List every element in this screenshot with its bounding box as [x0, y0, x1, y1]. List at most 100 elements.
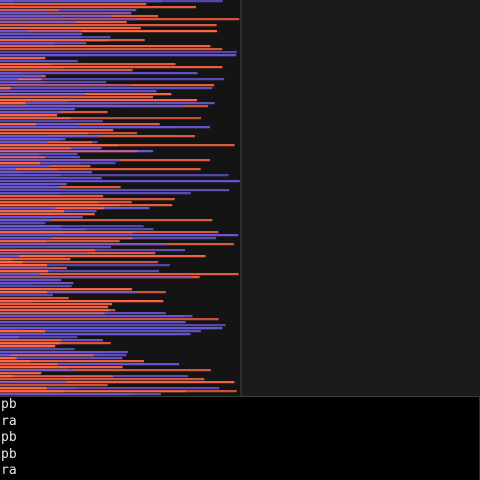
- bar: [0, 168, 201, 171]
- bar: [0, 381, 67, 384]
- bar: [0, 189, 230, 192]
- bar: [0, 309, 110, 312]
- bar: [0, 138, 61, 141]
- console-line: pb: [1, 397, 17, 412]
- bar: [0, 228, 87, 231]
- bar: [0, 141, 47, 144]
- bar: [0, 183, 48, 186]
- bar: [0, 171, 93, 174]
- bar: [0, 117, 201, 120]
- bar: [0, 105, 183, 108]
- bar: [0, 342, 61, 345]
- bar: [0, 102, 123, 105]
- bar: [0, 294, 53, 297]
- bar: [0, 129, 114, 132]
- bar: [0, 9, 137, 12]
- bar: [0, 375, 13, 378]
- bar: [0, 204, 120, 207]
- bar: [0, 252, 87, 255]
- bar: [0, 123, 79, 126]
- bar: [0, 213, 95, 216]
- bar: [0, 162, 41, 165]
- bar: [0, 321, 186, 324]
- bar: [0, 195, 104, 198]
- bar: [0, 225, 62, 228]
- bar: [0, 336, 19, 339]
- bar: [0, 12, 47, 15]
- bar: [0, 273, 40, 276]
- bar: [0, 18, 137, 21]
- bar: [0, 66, 64, 69]
- bar: [0, 135, 48, 138]
- bar: [0, 330, 46, 333]
- bar: [0, 108, 75, 111]
- bar: [0, 267, 52, 270]
- bar: [0, 27, 141, 30]
- bar: [0, 387, 47, 390]
- bar: [0, 66, 223, 69]
- bar: [0, 390, 186, 393]
- bar: [0, 150, 138, 153]
- bar: [0, 123, 37, 126]
- bar: [0, 357, 123, 360]
- bar: [0, 315, 185, 318]
- bar: [0, 81, 47, 84]
- bar: [0, 327, 218, 330]
- bar: [0, 291, 47, 294]
- bar: [0, 216, 50, 219]
- bar: [0, 246, 111, 249]
- bar: [0, 114, 58, 117]
- bar: [0, 381, 235, 384]
- bar: [0, 99, 198, 102]
- bar: [0, 117, 71, 120]
- bar: [0, 291, 137, 294]
- bar: [0, 237, 133, 240]
- bar: [0, 30, 28, 33]
- bar: [0, 168, 58, 171]
- bar: [0, 96, 153, 99]
- bar: [0, 288, 131, 291]
- bar: [0, 54, 237, 57]
- bar: [0, 249, 96, 252]
- bar: [0, 87, 213, 90]
- bar: [0, 186, 59, 189]
- bar: [0, 177, 102, 180]
- bar: [0, 318, 219, 321]
- bar: [0, 306, 108, 309]
- bar: [0, 387, 220, 390]
- console-line: ra: [1, 413, 17, 429]
- bar: [0, 264, 47, 267]
- bar: [0, 147, 72, 150]
- bar: [0, 144, 119, 147]
- bar-visualization: [0, 0, 240, 396]
- bar: [0, 192, 191, 195]
- bar: [0, 300, 164, 303]
- bar: [0, 333, 173, 336]
- bar: [0, 90, 157, 93]
- bar: [0, 63, 176, 66]
- bar: [0, 354, 11, 357]
- bar: [0, 264, 170, 267]
- bar: [0, 36, 82, 39]
- bar: [0, 132, 89, 135]
- bar: [0, 357, 17, 360]
- bar: [0, 225, 144, 228]
- bar: [0, 30, 217, 33]
- bar: [0, 261, 23, 264]
- bar: [0, 72, 23, 75]
- bar: [0, 63, 52, 66]
- bar: [0, 255, 63, 258]
- bar: [0, 270, 159, 273]
- bar: [0, 297, 69, 300]
- bar: [0, 282, 74, 285]
- bar: [0, 219, 52, 222]
- bar: [0, 348, 75, 351]
- bar: [0, 174, 229, 177]
- bar: [0, 345, 56, 348]
- bar: [0, 3, 147, 6]
- bar: [0, 60, 78, 63]
- bar: [0, 360, 31, 363]
- bar: [0, 258, 12, 261]
- panel-splitter[interactable]: [240, 0, 242, 396]
- bar: [0, 339, 62, 342]
